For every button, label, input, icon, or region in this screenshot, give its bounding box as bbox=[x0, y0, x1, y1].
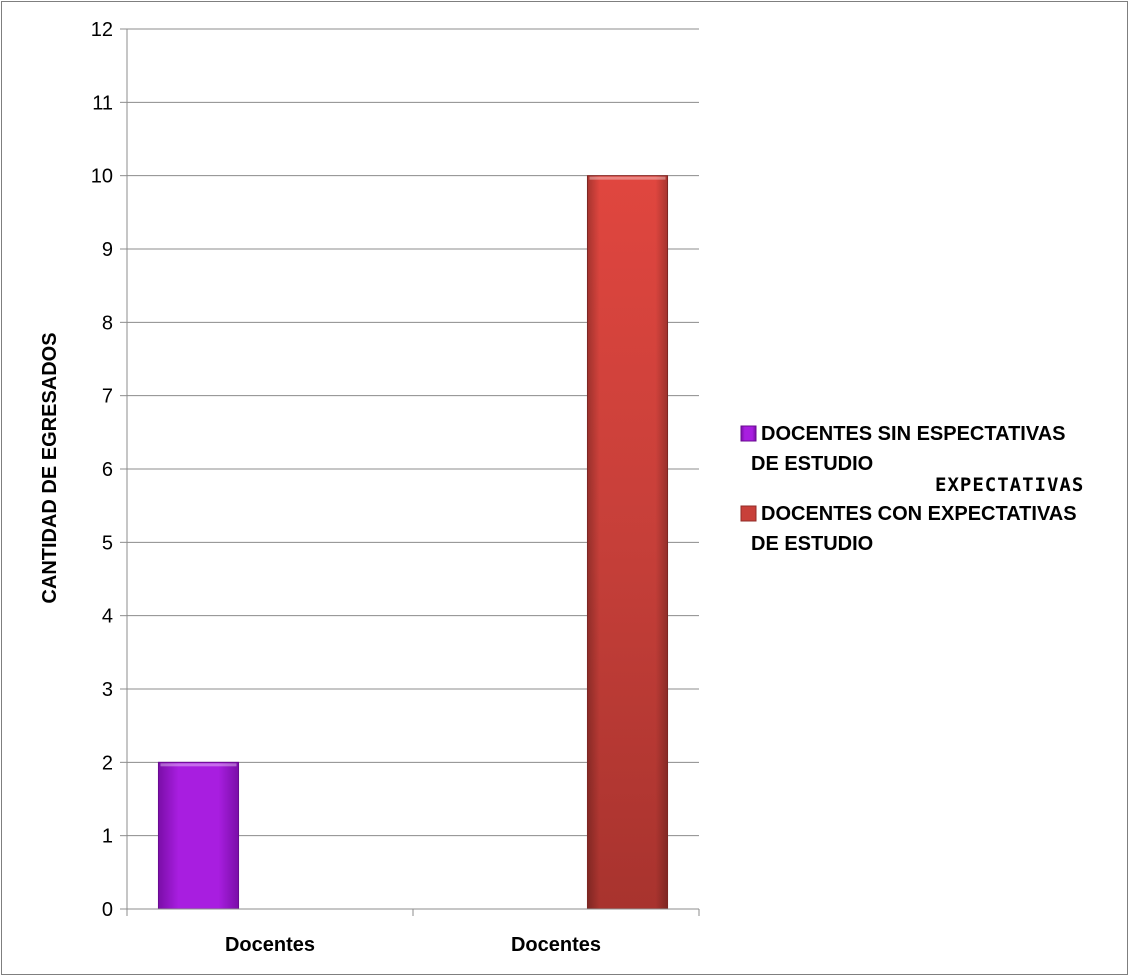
bar-sin-espectativas bbox=[157, 761, 240, 910]
legend: DOCENTES SIN ESPECTATIVAS DE ESTUDIO DOC… bbox=[740, 423, 1077, 555]
x-category-label: Docentes bbox=[225, 934, 315, 956]
y-tick-label: 4 bbox=[102, 606, 113, 628]
y-tick-label: 3 bbox=[102, 679, 113, 701]
legend-label-sin-line2: DE ESTUDIO bbox=[751, 453, 873, 475]
bar-shading bbox=[587, 175, 668, 909]
y-tick-label: 12 bbox=[91, 19, 113, 41]
y-tick-label: 11 bbox=[92, 92, 113, 114]
legend-label-con-line2: DE ESTUDIO bbox=[751, 533, 873, 555]
y-tick-label: 9 bbox=[102, 239, 113, 261]
legend-swatch-con bbox=[740, 505, 757, 522]
y-tick-label: 2 bbox=[102, 752, 113, 774]
y-tick-label: 5 bbox=[102, 532, 113, 554]
y-tick-label: 0 bbox=[102, 899, 113, 921]
y-tick-label: 10 bbox=[91, 166, 113, 188]
y-tick-label: 6 bbox=[102, 459, 113, 481]
x-category-label: Docentes bbox=[511, 934, 601, 956]
overlay-expectativas-text: EXPECTATIVAS bbox=[935, 474, 1084, 496]
y-axis-title: CANTIDAD DE EGRESADOS bbox=[39, 332, 61, 603]
legend-label-sin-line1: DOCENTES SIN ESPECTATIVAS bbox=[761, 423, 1065, 445]
y-tick-label: 1 bbox=[102, 826, 113, 848]
y-tick-label: 8 bbox=[102, 312, 113, 334]
legend-swatch-sin bbox=[740, 425, 757, 442]
legend-label-con-line1: DOCENTES CON EXPECTATIVAS bbox=[761, 503, 1077, 525]
bar-highlight bbox=[160, 763, 237, 767]
bars bbox=[157, 175, 669, 910]
bar-highlight bbox=[589, 176, 666, 180]
y-tick-label: 7 bbox=[102, 386, 113, 408]
